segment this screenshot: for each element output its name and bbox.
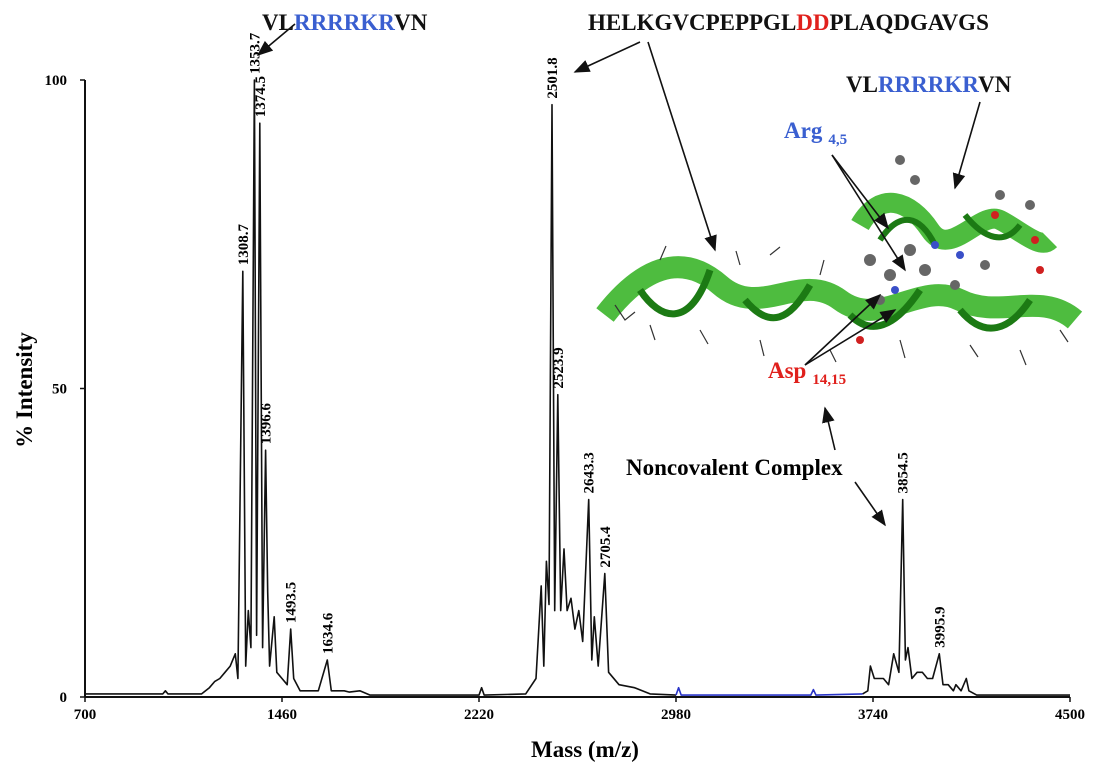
peak-label: 2705.4 <box>598 526 614 568</box>
peak-label: 1396.6 <box>259 402 275 444</box>
peak-label: 2501.8 <box>545 57 561 98</box>
x-tick-label: 1460 <box>267 707 297 723</box>
x-axis-label: Mass (m/z) <box>531 737 639 762</box>
label-part: VL <box>846 72 878 97</box>
molecule <box>605 155 1075 365</box>
y-tick-label: 50 <box>52 382 67 398</box>
peak-label: 3854.5 <box>896 452 912 493</box>
label-part: RRRRKR <box>294 10 395 35</box>
peak-label: 1493.5 <box>284 582 300 623</box>
peptide-label: VLRRRRKRVN <box>846 72 1012 97</box>
x-tick-label: 700 <box>74 707 97 723</box>
chart: Mass (m/z) % Intensity VLRRRRKRVN HELKGV… <box>0 0 1098 767</box>
label-part: HELKGVCPEPPGL <box>588 10 796 35</box>
residue-sub: 14,15 <box>812 372 846 388</box>
peptide-label: HELKGVCPEPPGLDDPLAQDGAVGS <box>588 10 989 35</box>
peak-label: 2643.3 <box>582 452 598 493</box>
x-tick-label: 4500 <box>1055 707 1085 723</box>
peak-label: 3995.9 <box>932 607 948 648</box>
x-tick-label: 3740 <box>858 707 888 723</box>
peak-label: 1634.6 <box>320 612 336 654</box>
label-part: VN <box>978 72 1012 97</box>
peak-label: 2523.9 <box>551 347 567 388</box>
residue-sub: 4,5 <box>828 132 847 148</box>
x-tick-label: 2220 <box>464 707 494 723</box>
peptide-label: VLRRRRKRVN <box>262 10 428 35</box>
peak-label: 1374.5 <box>253 76 269 117</box>
label-part: VN <box>394 10 428 35</box>
y-tick-label: 0 <box>60 690 68 706</box>
spectrum-line <box>85 80 1070 695</box>
y-tick-label: 100 <box>45 73 68 89</box>
label-part: DD <box>796 10 829 35</box>
x-tick-label: 2980 <box>661 707 691 723</box>
label-part: PLAQDGAVGS <box>830 10 989 35</box>
y-axis-label: % Intensity <box>12 332 37 448</box>
peak-label: 1353.7 <box>247 32 263 74</box>
spectrum-line <box>676 688 863 695</box>
residue-name: Arg <box>784 118 823 143</box>
complex-label: Noncovalent Complex <box>626 455 843 480</box>
arrows <box>258 24 980 525</box>
residue-name: Asp <box>768 358 806 383</box>
peak-label: 1308.7 <box>236 224 252 266</box>
label-part: RRRRKR <box>878 72 979 97</box>
residue-label: Arg 4,5 <box>784 118 847 148</box>
label-part: VL <box>262 10 294 35</box>
